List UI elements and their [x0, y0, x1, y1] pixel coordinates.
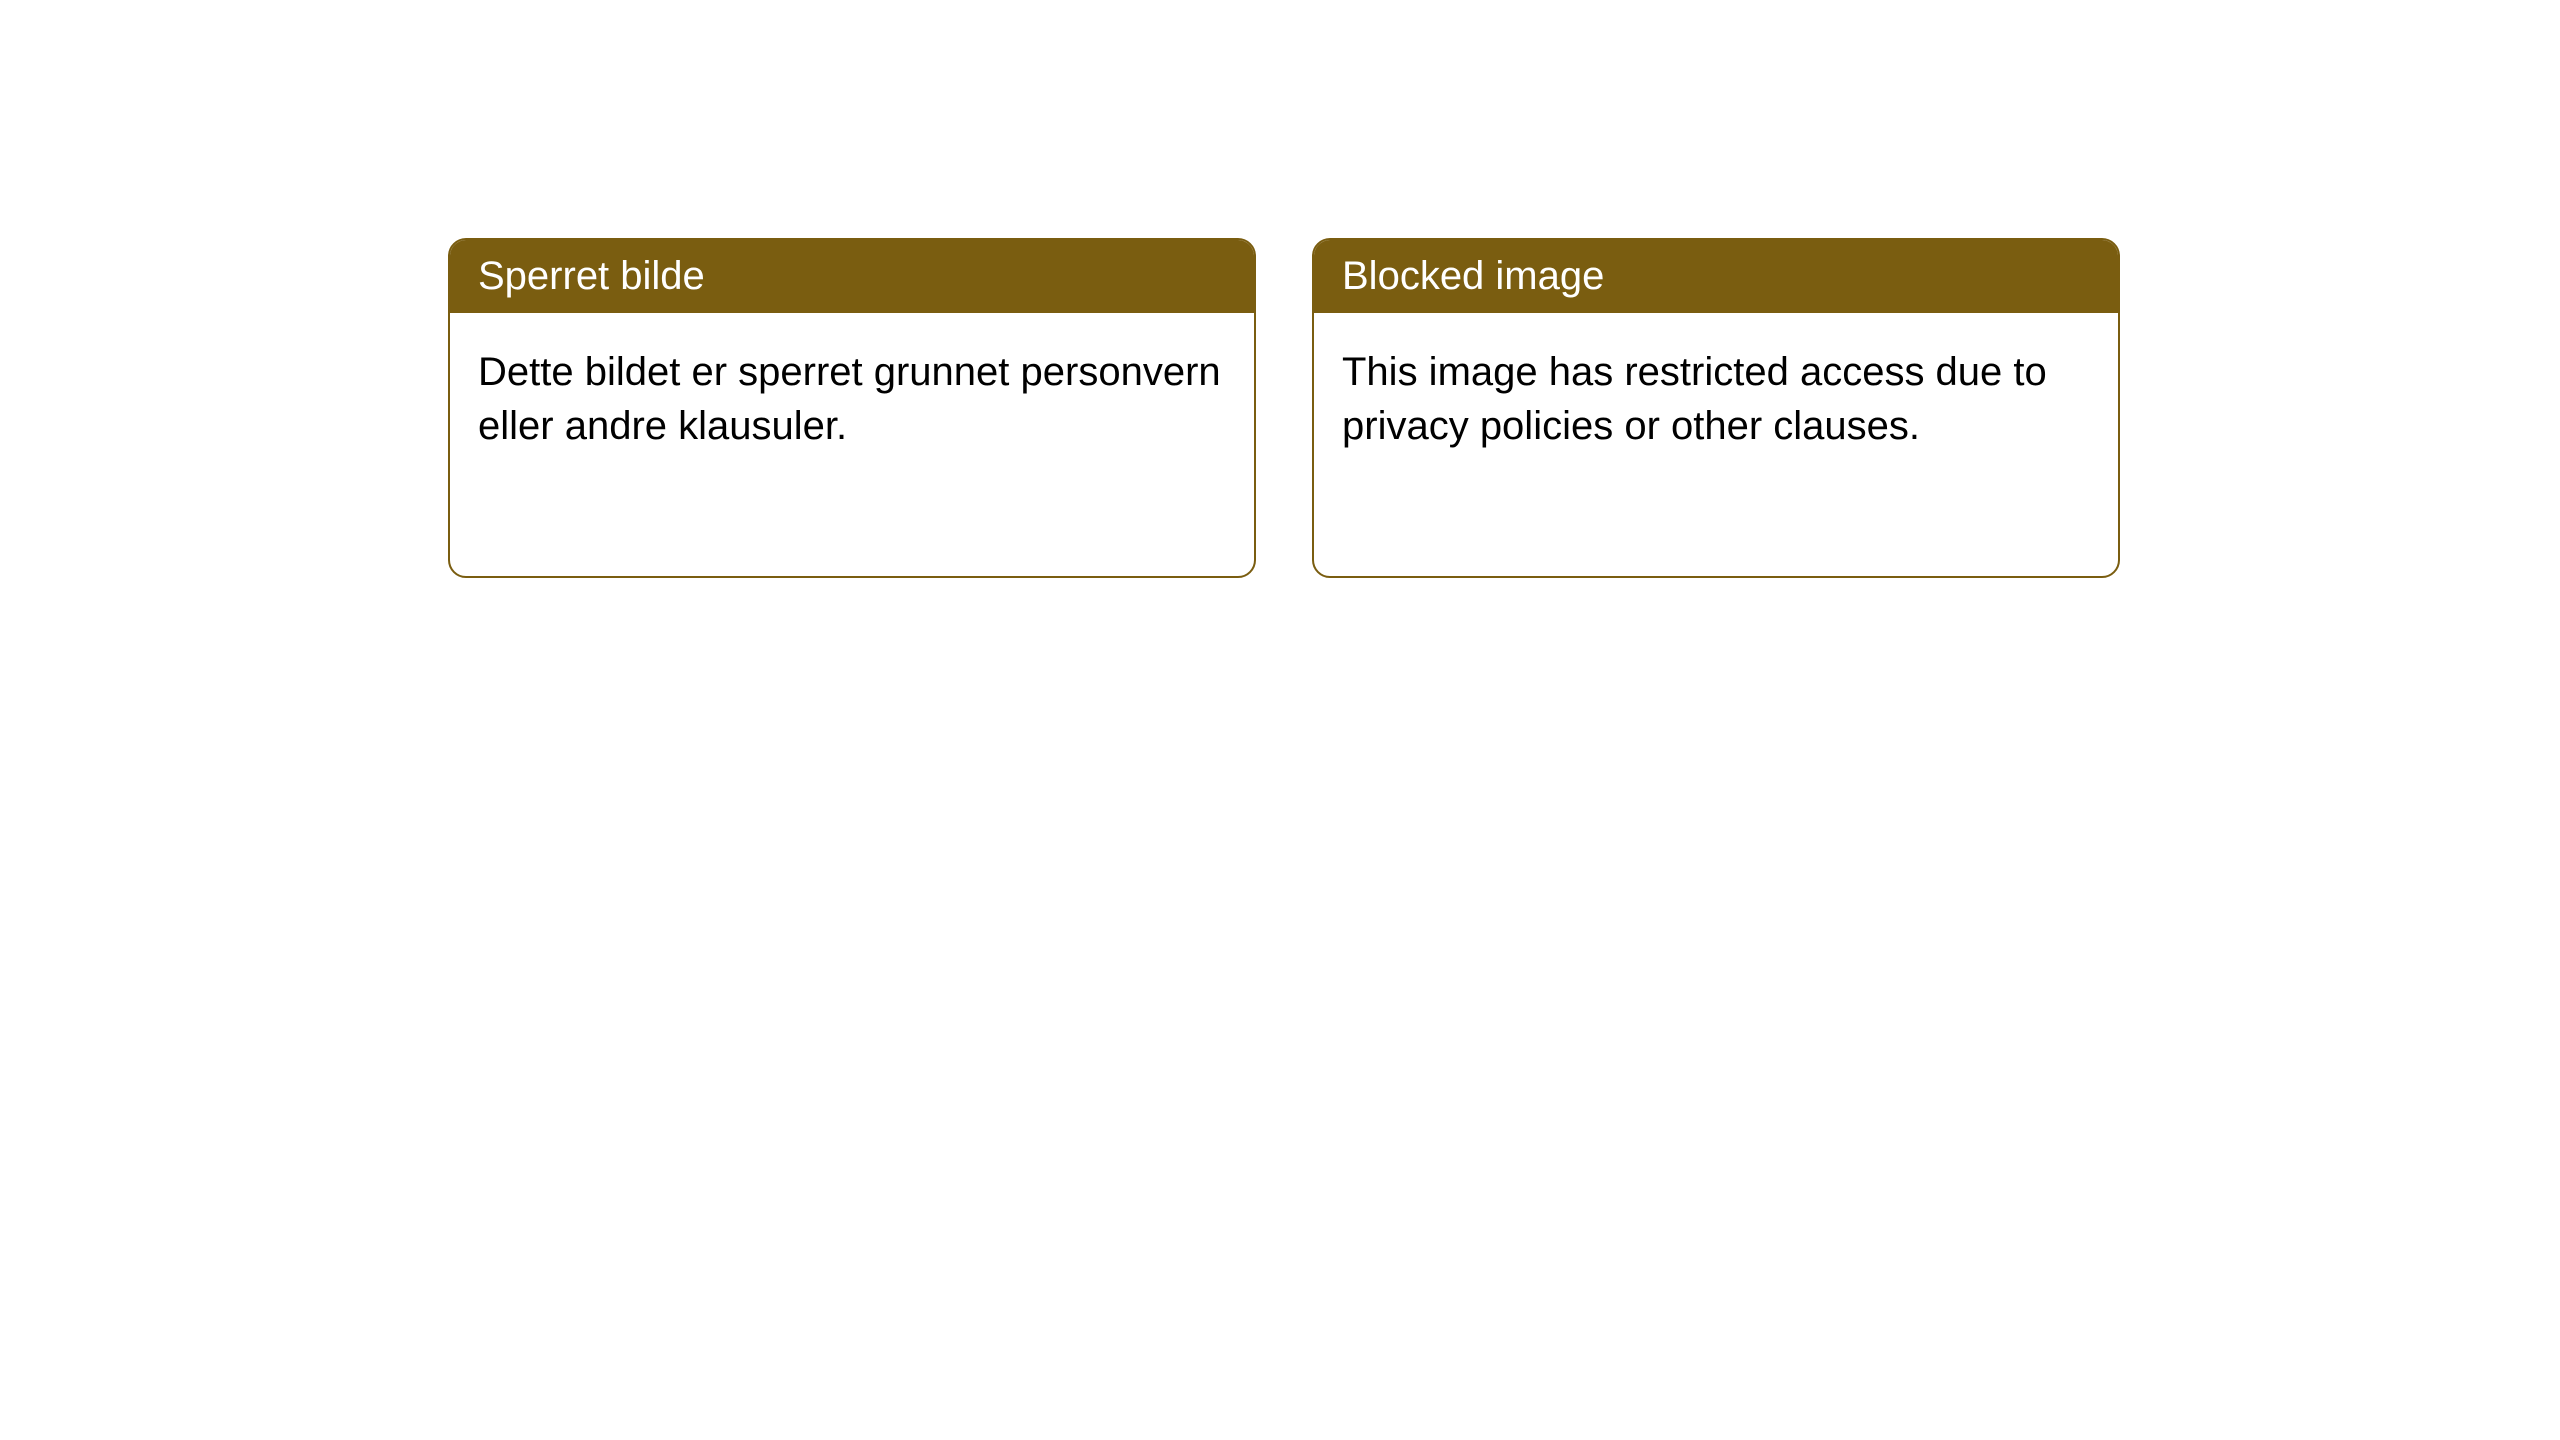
blocked-image-card-norwegian: Sperret bilde Dette bildet er sperret gr…	[448, 238, 1256, 578]
card-body-norwegian: Dette bildet er sperret grunnet personve…	[450, 313, 1254, 485]
cards-container: Sperret bilde Dette bildet er sperret gr…	[448, 238, 2120, 578]
card-body-english: This image has restricted access due to …	[1314, 313, 2118, 485]
card-header-norwegian: Sperret bilde	[450, 240, 1254, 313]
blocked-image-card-english: Blocked image This image has restricted …	[1312, 238, 2120, 578]
card-header-english: Blocked image	[1314, 240, 2118, 313]
